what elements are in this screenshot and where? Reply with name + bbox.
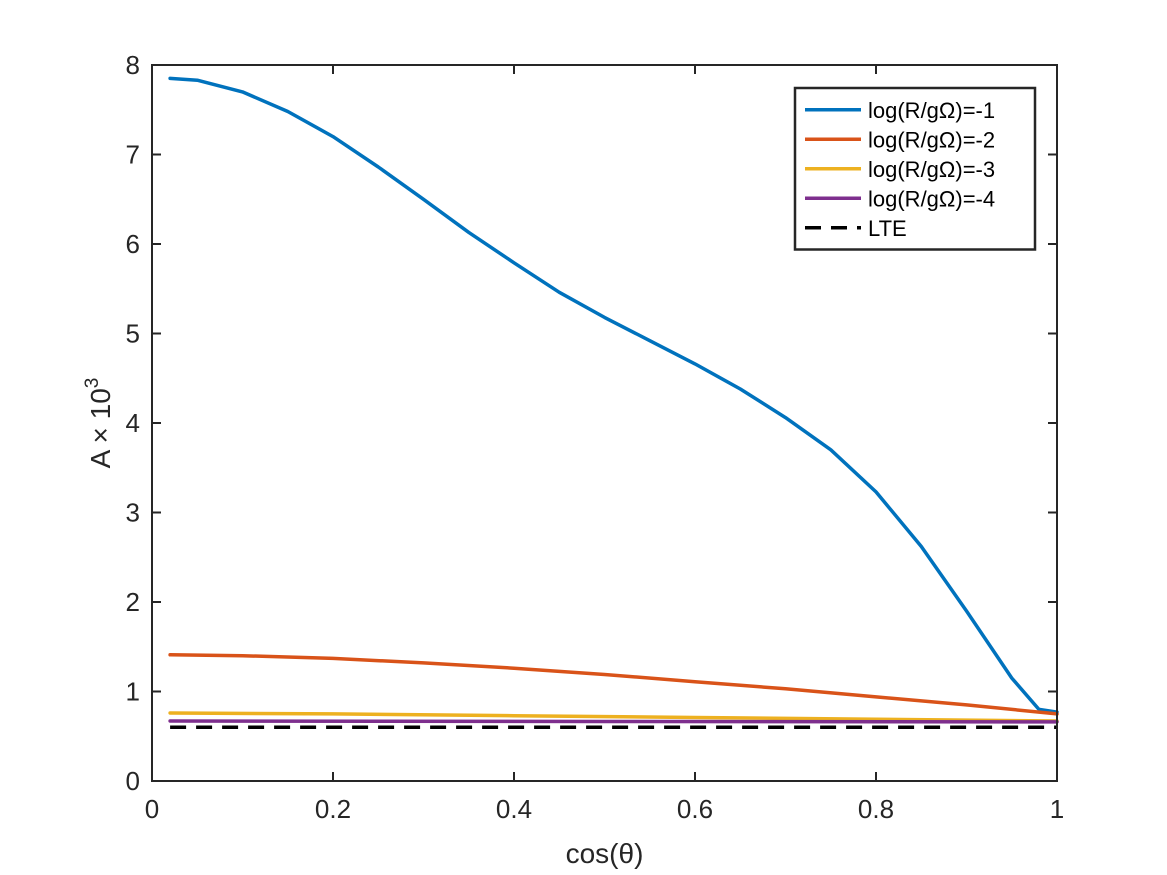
- y-tick-label: 2: [126, 587, 140, 617]
- legend-label: LTE: [868, 216, 907, 241]
- y-tick-label: 8: [126, 50, 140, 80]
- y-tick-label: 0: [126, 766, 140, 796]
- y-tick-label: 6: [126, 229, 140, 259]
- x-tick-label: 1: [1050, 794, 1064, 824]
- legend-label: log(R/gΩ)=-4: [868, 186, 995, 211]
- x-tick-label: 0.6: [677, 794, 713, 824]
- x-tick-label: 0.4: [496, 794, 532, 824]
- y-tick-label: 1: [126, 677, 140, 707]
- x-axis-label: cos(θ): [566, 838, 644, 869]
- x-axis: 0 0.2 0.4 0.6 0.8 1: [145, 65, 1064, 824]
- y-tick-label: 5: [126, 319, 140, 349]
- y-tick-label: 3: [126, 498, 140, 528]
- legend-label: log(R/gΩ)=-3: [868, 157, 995, 182]
- legend-label: log(R/gΩ)=-2: [868, 127, 995, 152]
- series-line-2: [168, 653, 1059, 716]
- series-line-4: [168, 719, 1059, 724]
- x-tick-label: 0.8: [858, 794, 894, 824]
- x-tick-label: 0: [145, 794, 159, 824]
- legend: log(R/gΩ)=-1 log(R/gΩ)=-2 log(R/gΩ)=-3 log(…: [793, 86, 1037, 251]
- y-axis: 0 1 2 3 4 5 6 7 8: [126, 50, 1057, 796]
- series-lines: [168, 76, 1059, 730]
- series-line-1: [168, 76, 1059, 714]
- y-axis-label: A × 103: [82, 378, 116, 469]
- y-axis-label-exponent: 3: [82, 378, 103, 389]
- series-line-3: [168, 711, 1059, 723]
- x-tick-label: 0.2: [315, 794, 351, 824]
- y-axis-label-base: A × 10: [85, 388, 116, 468]
- y-tick-label: 4: [126, 408, 140, 438]
- y-tick-label: 7: [126, 140, 140, 170]
- legend-label: log(R/gΩ)=-1: [868, 98, 995, 123]
